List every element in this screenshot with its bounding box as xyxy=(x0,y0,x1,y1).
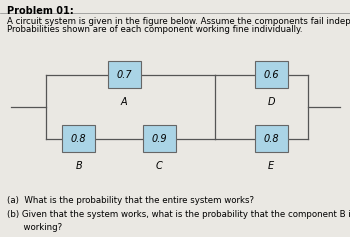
FancyBboxPatch shape xyxy=(62,125,95,152)
FancyBboxPatch shape xyxy=(255,61,288,88)
Text: 0.8: 0.8 xyxy=(71,134,86,144)
Text: A: A xyxy=(121,97,127,107)
Text: D: D xyxy=(267,97,275,107)
Text: 0.7: 0.7 xyxy=(117,70,132,80)
Text: B: B xyxy=(75,161,82,171)
Text: A circuit system is given in the figure below. Assume the components fail indepe: A circuit system is given in the figure … xyxy=(7,17,350,26)
Text: working?: working? xyxy=(7,223,62,232)
Text: Probabilities shown are of each component working fine individually.: Probabilities shown are of each componen… xyxy=(7,25,302,34)
Text: C: C xyxy=(156,161,163,171)
Text: 0.9: 0.9 xyxy=(152,134,167,144)
FancyBboxPatch shape xyxy=(255,125,288,152)
Text: E: E xyxy=(268,161,274,171)
Text: 0.6: 0.6 xyxy=(264,70,279,80)
Text: 0.8: 0.8 xyxy=(264,134,279,144)
Text: (a)  What is the probability that the entire system works?: (a) What is the probability that the ent… xyxy=(7,196,254,205)
FancyBboxPatch shape xyxy=(108,61,141,88)
Text: (b) Given that the system works, what is the probability that the component B is: (b) Given that the system works, what is… xyxy=(7,210,350,219)
FancyBboxPatch shape xyxy=(143,125,176,152)
Text: Problem 01:: Problem 01: xyxy=(7,6,74,16)
